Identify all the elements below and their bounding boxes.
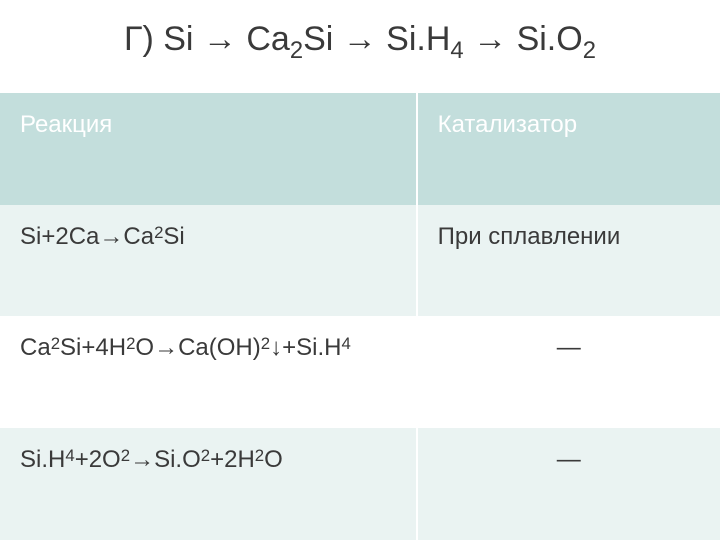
cell-reaction: Si.H4+2O2→Si.O2+2H2O <box>0 428 418 540</box>
cell-catalyst: — <box>418 316 720 428</box>
header-catalyst: Катализатор <box>418 93 720 205</box>
reaction-table: Реакция Катализатор Si+2Ca→Ca2Si При спл… <box>0 93 720 540</box>
table-row: Ca2Si+4H2O→Ca(OH)2 ↓+Si.H4 — <box>0 316 720 428</box>
cell-catalyst: При сплавлении <box>418 205 720 317</box>
slide-title: Г) Si → Ca2Si → Si.H4 → Si.O2 <box>0 0 720 93</box>
table-row: Si.H4+2O2→Si.O2+2H2O — <box>0 428 720 540</box>
cell-catalyst: — <box>418 428 720 540</box>
header-reaction: Реакция <box>0 93 418 205</box>
slide-container: Г) Si → Ca2Si → Si.H4 → Si.O2 Реакция Ка… <box>0 0 720 540</box>
table-header-row: Реакция Катализатор <box>0 93 720 205</box>
cell-reaction: Si+2Ca→Ca2Si <box>0 205 418 317</box>
cell-reaction: Ca2Si+4H2O→Ca(OH)2 ↓+Si.H4 <box>0 316 418 428</box>
table-row: Si+2Ca→Ca2Si При сплавлении <box>0 205 720 317</box>
